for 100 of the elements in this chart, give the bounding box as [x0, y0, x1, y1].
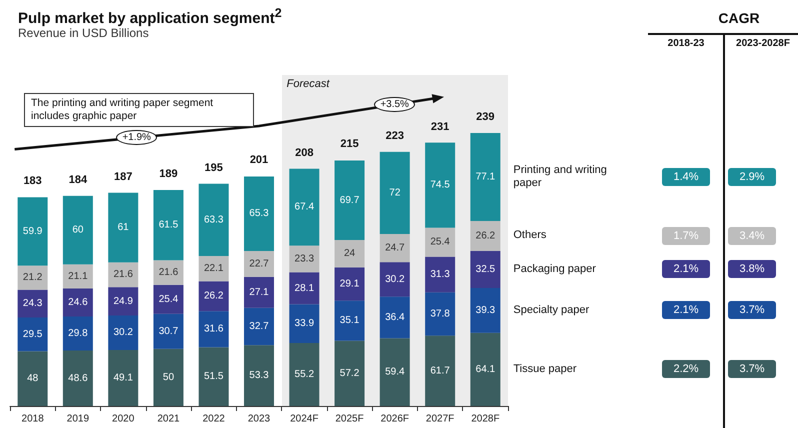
data-label: 74.5 [430, 180, 450, 191]
data-label: 63.3 [204, 214, 224, 226]
data-label: 27.1 [249, 286, 270, 298]
bar [470, 132, 500, 221]
series-label: Tissue paper [513, 362, 578, 376]
data-label: 61.5 [158, 220, 179, 231]
band-label: Forecast [286, 78, 330, 90]
bar [62, 196, 93, 264]
text: 3.7% [728, 360, 776, 378]
bar [334, 300, 365, 341]
bar [62, 316, 93, 351]
bar [18, 266, 48, 290]
bar [62, 350, 93, 406]
text: 2.9% [728, 168, 776, 186]
data-label: 24.7 [385, 242, 405, 254]
data-label: 55.2 [294, 369, 314, 380]
data-label: 22.1 [204, 263, 224, 274]
bar [198, 281, 229, 312]
series-label: Printing and writing paper [513, 164, 608, 190]
bar [153, 284, 184, 314]
x-tick-label: 2025F [335, 414, 364, 424]
bar [153, 260, 184, 285]
bar [244, 308, 274, 346]
x-tick-label: 2018 [22, 414, 44, 424]
data-label: 49.1 [113, 372, 134, 384]
bar [470, 250, 500, 288]
data-label: 30.2 [385, 274, 405, 285]
x-tick-label: 2026F [380, 414, 409, 424]
text: 2.2% [662, 360, 710, 378]
data-label: 59.9 [22, 226, 43, 237]
bar [108, 350, 138, 406]
x-tick-label: 2019 [66, 414, 90, 424]
text: 3.7% [728, 301, 776, 320]
bar [153, 314, 184, 349]
data-label: 26.2 [204, 290, 224, 302]
series-label: Others [513, 229, 548, 242]
text: 2018-23 [666, 38, 706, 49]
annotation: +1.9% [116, 130, 157, 146]
text: 3.8% [728, 260, 776, 278]
annotation: +3.5% [374, 97, 415, 112]
bar [18, 318, 48, 352]
bar [380, 234, 410, 262]
data-label: 30.7 [158, 326, 179, 337]
bar [425, 142, 456, 228]
data-label: 29.8 [68, 328, 88, 340]
data-label: 24.3 [22, 298, 43, 310]
data-label: 57.2 [340, 368, 360, 379]
total-label: 183 [22, 175, 43, 188]
bar [380, 296, 410, 338]
bar [18, 197, 48, 266]
bar [198, 256, 229, 282]
data-label: 21.1 [68, 270, 88, 282]
x-tick-label: 2024F [290, 414, 318, 424]
bar [289, 272, 320, 304]
data-label: 29.1 [340, 278, 360, 290]
bar [244, 251, 274, 277]
data-label: 53.3 [249, 370, 270, 382]
bar [470, 220, 500, 251]
text: 3.4% [728, 226, 776, 245]
data-label: 21.6 [113, 269, 134, 280]
bar [244, 345, 274, 406]
bar [153, 190, 184, 260]
data-label: 21.6 [158, 267, 179, 278]
data-label: 61.7 [430, 365, 450, 376]
x-tick-label: 2023 [248, 414, 271, 424]
bar [289, 342, 320, 406]
x-tick-label: 2021 [157, 414, 180, 424]
x-tick-label: 2027F [426, 414, 454, 424]
data-label: 29.5 [22, 328, 43, 340]
total-label: 201 [248, 154, 270, 166]
bar [108, 287, 138, 316]
bar [425, 292, 456, 336]
data-label: 60 [72, 224, 84, 236]
bar [108, 315, 138, 350]
x-tick-label: 2020 [112, 414, 135, 424]
chart-title: Pulp market by application segment$^{2}$ [18, 6, 282, 27]
bar [62, 264, 93, 288]
data-label: 65.3 [249, 208, 270, 220]
bar [470, 332, 500, 406]
data-label: 24.6 [68, 296, 88, 308]
data-label: 25.4 [430, 236, 450, 248]
text: CAGR [717, 10, 761, 26]
data-label: 32.5 [476, 264, 496, 275]
bar [334, 240, 365, 268]
data-label: 51.5 [204, 371, 224, 382]
bar [153, 348, 184, 406]
bar [334, 267, 365, 301]
data-label: 77.1 [476, 171, 496, 182]
text: 2.1% [662, 301, 710, 320]
data-label: 32.7 [249, 321, 270, 332]
bar [198, 311, 229, 348]
bar [334, 160, 365, 240]
text: 2.1% [662, 260, 710, 278]
total-label: 184 [68, 174, 88, 186]
bar [289, 168, 320, 246]
data-label: 59.4 [385, 366, 405, 378]
text: 1.4% [662, 168, 710, 186]
bar [108, 192, 138, 262]
total-label: 208 [294, 146, 314, 159]
bar [380, 262, 410, 297]
